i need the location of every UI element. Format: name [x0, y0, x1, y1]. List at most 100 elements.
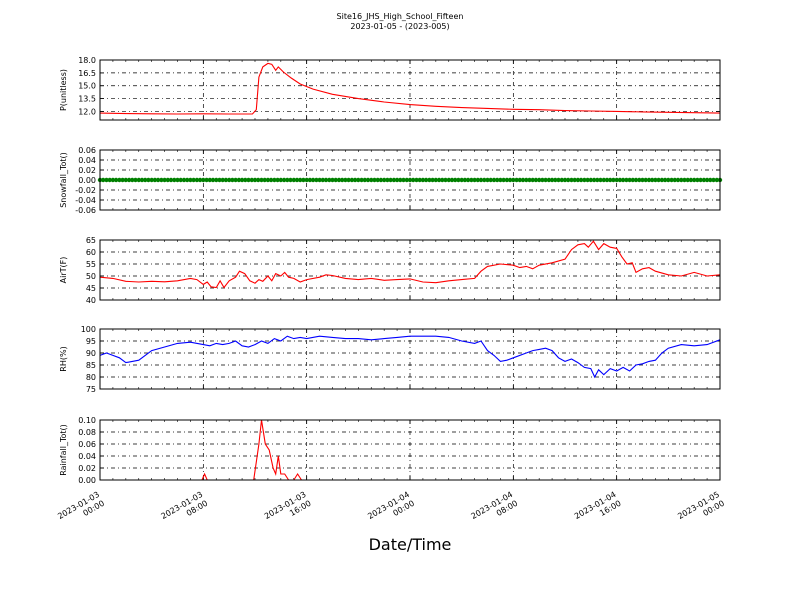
- series-marker: [259, 177, 264, 183]
- series-marker: [249, 177, 254, 183]
- series-marker: [482, 177, 487, 183]
- y-tick-label: 0.04: [78, 452, 96, 461]
- y-axis-label: Snowfall_Tot(): [59, 152, 68, 208]
- series-marker: [436, 177, 442, 183]
- series-marker: [333, 177, 338, 183]
- series-marker: [675, 177, 681, 183]
- series-marker: [120, 177, 125, 183]
- series-marker: [388, 177, 393, 183]
- series-marker: [401, 177, 406, 183]
- series-marker: [372, 177, 377, 183]
- series-marker: [701, 177, 707, 183]
- series-marker: [659, 177, 665, 183]
- series-marker: [553, 177, 558, 183]
- series-marker: [181, 177, 187, 183]
- series-marker: [449, 177, 455, 183]
- series-marker: [614, 177, 619, 183]
- x-tick-label: 2023-01-0416:00: [573, 490, 623, 530]
- series-marker: [139, 177, 145, 183]
- series-marker: [178, 177, 183, 183]
- series-marker: [172, 177, 177, 183]
- series-marker: [301, 177, 306, 183]
- series-marker: [101, 177, 106, 183]
- series-marker: [475, 177, 480, 183]
- y-tick-label: 80: [86, 373, 96, 382]
- y-tick-label: 18.0: [78, 56, 96, 65]
- series-marker: [604, 177, 610, 183]
- series-marker: [507, 177, 513, 183]
- series-marker: [540, 177, 545, 183]
- series-marker: [430, 177, 435, 183]
- y-tick-label: 75: [86, 385, 96, 394]
- series-marker: [582, 177, 587, 183]
- series-marker: [262, 177, 267, 183]
- series-marker: [504, 177, 510, 183]
- series-marker: [585, 177, 590, 183]
- y-tick-label: 0.06: [78, 440, 96, 449]
- y-axis-label: Rainfall_Tot(): [59, 424, 68, 476]
- series-marker: [472, 177, 477, 183]
- series-marker: [362, 177, 367, 183]
- series-marker: [143, 177, 148, 183]
- y-tick-label: 0.08: [78, 428, 96, 437]
- series-marker: [340, 177, 345, 183]
- series-marker: [152, 177, 158, 183]
- series-marker: [630, 177, 635, 183]
- series-marker: [343, 177, 348, 183]
- series-marker: [714, 177, 719, 183]
- series-marker: [210, 177, 216, 183]
- series-marker: [569, 177, 574, 183]
- series-marker: [578, 177, 584, 183]
- series-marker: [575, 177, 581, 183]
- series-marker: [530, 177, 535, 183]
- y-axis-label: RH(%): [59, 346, 68, 371]
- series-marker: [349, 177, 355, 183]
- series-marker: [617, 177, 623, 183]
- x-tick-label: 2023-01-0316:00: [263, 490, 313, 530]
- series-marker: [272, 177, 277, 183]
- series-marker: [643, 177, 648, 183]
- y-tick-label: 15.0: [78, 82, 96, 91]
- series-marker: [566, 177, 571, 183]
- y-tick-label: 12.0: [78, 107, 96, 116]
- panel-frame: [99, 149, 721, 211]
- series-marker: [423, 177, 429, 183]
- series-marker: [556, 177, 561, 183]
- series-marker: [236, 177, 242, 183]
- series-marker: [136, 177, 141, 183]
- series-marker: [268, 177, 274, 183]
- series-marker: [549, 177, 555, 183]
- series-marker: [265, 177, 271, 183]
- y-tick-label: -0.02: [75, 186, 96, 195]
- y-tick-label: 85: [86, 361, 96, 370]
- series-marker: [278, 177, 283, 183]
- series-marker: [175, 177, 180, 183]
- y-tick-label: 65: [86, 236, 96, 245]
- chart-title-line1: Site16_JHS_High_School_Fifteen: [337, 12, 464, 21]
- series-marker: [591, 177, 597, 183]
- panel-5: 0.00 0.02 0.04 0.06 0.08 0.10 Rainfall_Tot(): [59, 416, 721, 485]
- series-marker: [126, 177, 132, 183]
- series-marker: [562, 177, 568, 183]
- series-marker: [653, 177, 658, 183]
- panel-3: 40 45 50 55 60 65 AirT(F): [59, 236, 721, 305]
- series-marker: [220, 177, 225, 183]
- series-marker: [427, 177, 432, 183]
- x-tick-label: 2023-01-0408:00: [470, 490, 520, 530]
- series-marker: [546, 177, 552, 183]
- series-marker: [217, 177, 222, 183]
- series-marker: [275, 177, 280, 183]
- series-line: [99, 62, 721, 115]
- series-marker: [695, 177, 700, 183]
- series-marker: [375, 177, 380, 183]
- y-tick-label: -0.04: [75, 196, 96, 205]
- series-marker: [601, 177, 606, 183]
- series-marker: [485, 177, 490, 183]
- series-marker: [194, 177, 200, 183]
- series-marker: [188, 177, 193, 183]
- series-marker: [155, 177, 161, 183]
- series-line: [99, 335, 721, 379]
- y-tick-label: 0.02: [78, 166, 96, 175]
- series-marker: [404, 177, 409, 183]
- series-marker: [453, 177, 458, 183]
